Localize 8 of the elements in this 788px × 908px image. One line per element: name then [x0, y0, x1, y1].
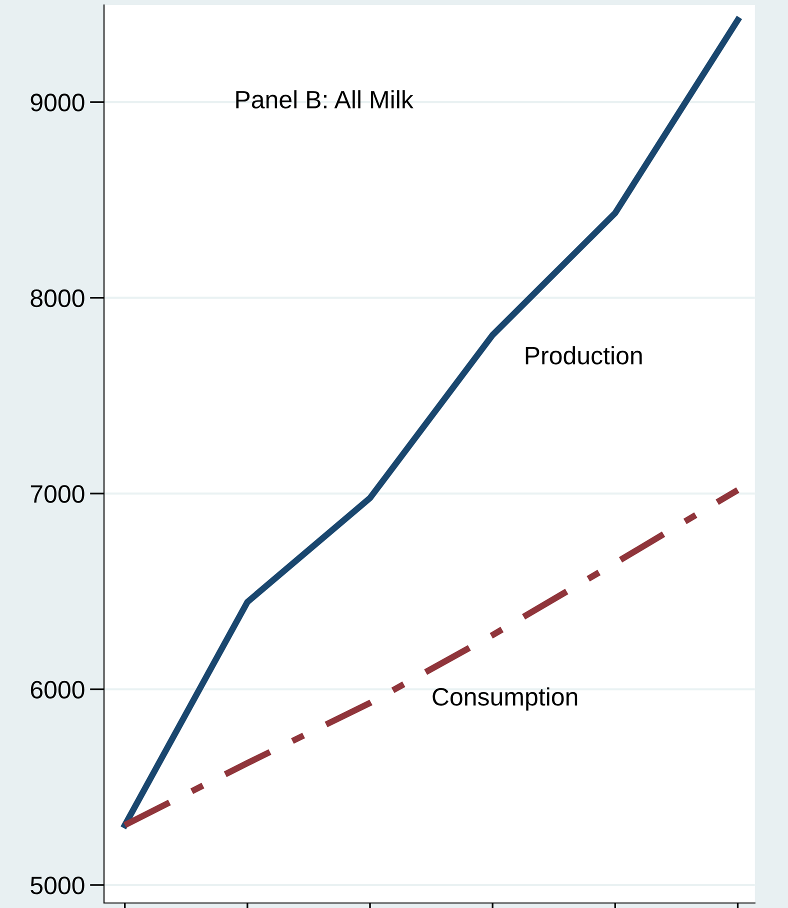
y-tick-label: 5000	[30, 876, 84, 894]
series-label: Consumption	[432, 687, 578, 711]
y-tick-label: 6000	[30, 680, 84, 699]
text: Panel B: All Milk	[236, 90, 414, 109]
y-tick-label: 7000	[30, 485, 84, 503]
series-label: Production	[526, 346, 642, 364]
y-tick-label: 8000	[30, 289, 84, 308]
y-tick-label: 9000	[30, 94, 84, 112]
